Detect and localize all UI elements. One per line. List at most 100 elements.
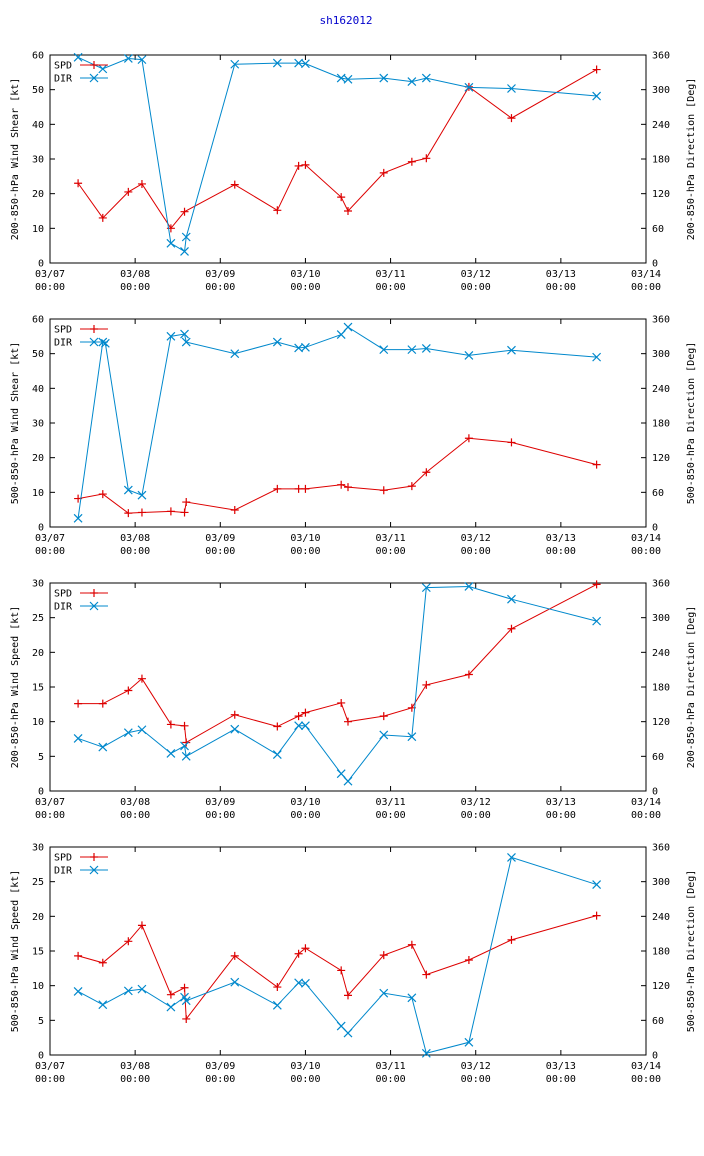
x-tick-time: 00:00 xyxy=(631,282,661,293)
x-tick-time: 00:00 xyxy=(120,1074,150,1085)
plot-frame xyxy=(49,846,647,1056)
y-tick-label: 20 xyxy=(32,453,44,464)
series-line-spd xyxy=(78,583,597,744)
x-tick-time: 00:00 xyxy=(35,810,65,821)
y2-axis-title: 500-850-hPa Direction [Deg] xyxy=(686,870,697,1033)
y-tick-label: 0 xyxy=(38,787,44,798)
dir-point xyxy=(100,338,110,348)
series-line-dir xyxy=(77,326,597,519)
dir-point xyxy=(181,751,191,761)
legend-marker-spd xyxy=(90,61,98,69)
x-tick-date: 03/07 xyxy=(35,269,65,280)
spd-point xyxy=(407,157,416,166)
y2-axis-title: 500-850-hPa Direction [Deg] xyxy=(686,342,697,505)
dir-point xyxy=(166,331,176,341)
x-tick-time: 00:00 xyxy=(461,546,491,557)
spd-point xyxy=(273,206,282,215)
x-tick-date: 03/07 xyxy=(35,1061,65,1072)
dir-point xyxy=(507,84,516,93)
dir-point xyxy=(507,852,516,862)
y2-tick-label: 360 xyxy=(652,51,670,62)
spd-point xyxy=(507,114,516,123)
spd-point xyxy=(337,698,346,707)
y-tick-label: 15 xyxy=(32,683,44,694)
spd-point xyxy=(98,213,107,222)
spd-point xyxy=(464,434,473,443)
y-tick-label: 5 xyxy=(38,752,44,763)
dir-point xyxy=(379,345,389,355)
spd-point xyxy=(507,935,516,944)
y2-tick-label: 240 xyxy=(652,384,670,395)
x-tick-time: 00:00 xyxy=(461,810,491,821)
y-tick-label: 25 xyxy=(32,877,44,888)
dir-point xyxy=(301,342,310,352)
y-tick-label: 10 xyxy=(32,981,44,992)
dir-point xyxy=(230,977,240,987)
dir-point xyxy=(181,996,191,1006)
spd-point xyxy=(273,722,282,731)
dir-point xyxy=(421,344,431,353)
spd-point xyxy=(230,951,239,960)
y2-tick-label: 240 xyxy=(652,648,670,659)
chart-panel-4: 05101520253006012018024030036003/0700:00… xyxy=(10,843,697,1086)
dir-point xyxy=(294,58,304,68)
y2-tick-label: 180 xyxy=(652,155,670,166)
legend-label-spd: SPD xyxy=(54,853,72,864)
spd-point xyxy=(166,507,175,516)
chart-panel-1: 0 10 20 30 40 50 60 0 60 120 180 240 300 360 03/07 00:0… xyxy=(10,51,697,294)
dir-point xyxy=(464,1037,474,1047)
plot-frame xyxy=(49,582,647,792)
y-axis-title: 200-850-hPa Wind Shear [kt] xyxy=(10,78,21,241)
y2-tick-label: 300 xyxy=(652,877,670,888)
dir-point xyxy=(343,1028,353,1038)
dir-point xyxy=(379,988,389,998)
dir-point xyxy=(379,730,389,740)
x-tick-time: 00:00 xyxy=(546,1074,576,1085)
spd-point xyxy=(74,951,83,960)
y-tick-label: 50 xyxy=(32,85,44,96)
x-tick-time: 00:00 xyxy=(376,1074,406,1085)
x-tick-date: 03/07 xyxy=(35,533,65,544)
spd-point xyxy=(422,970,431,979)
y2-tick-label: 360 xyxy=(652,579,670,590)
dir-point xyxy=(464,82,474,92)
spd-point xyxy=(230,180,239,189)
spd-point xyxy=(337,193,346,202)
x-tick-date: 03/08 xyxy=(120,1061,150,1072)
x-tick-date: 03/08 xyxy=(120,797,150,808)
dir-point xyxy=(73,987,83,996)
y2-tick-label: 120 xyxy=(652,981,670,992)
spd-point xyxy=(407,940,416,949)
dir-point xyxy=(230,59,240,69)
dir-point xyxy=(98,1000,108,1010)
plot-frame xyxy=(49,318,647,528)
x-tick-time: 00:00 xyxy=(290,546,320,557)
spd-point xyxy=(230,710,239,719)
y2-tick-label: 360 xyxy=(652,843,670,854)
dir-point xyxy=(343,322,353,332)
dir-point xyxy=(336,330,346,340)
dir-point xyxy=(301,59,310,69)
legend-marker-spd xyxy=(90,589,98,597)
y-tick-label: 40 xyxy=(32,120,44,131)
x-tick-time: 00:00 xyxy=(631,1074,661,1085)
spd-point xyxy=(294,484,303,493)
spd-point xyxy=(137,179,146,188)
x-tick-date: 03/08 xyxy=(120,533,150,544)
series-line-dir xyxy=(77,585,597,782)
x-tick-time: 00:00 xyxy=(376,810,406,821)
spd-point xyxy=(166,990,175,999)
x-tick-time: 00:00 xyxy=(205,1074,235,1085)
y2-axis-title: 200-850-hPa Direction [Deg] xyxy=(686,78,697,241)
spd-point xyxy=(273,484,282,493)
dir-point xyxy=(464,582,474,591)
x-tick-date: 03/09 xyxy=(205,797,235,808)
series-line-dir xyxy=(77,56,597,253)
spd-point xyxy=(230,506,239,515)
y2-tick-label: 360 xyxy=(652,315,670,326)
spd-point xyxy=(344,207,352,215)
spd-point xyxy=(592,65,601,74)
y2-tick-label: 0 xyxy=(652,523,658,534)
series-line-spd xyxy=(78,437,597,514)
x-tick-date: 03/11 xyxy=(376,797,406,808)
